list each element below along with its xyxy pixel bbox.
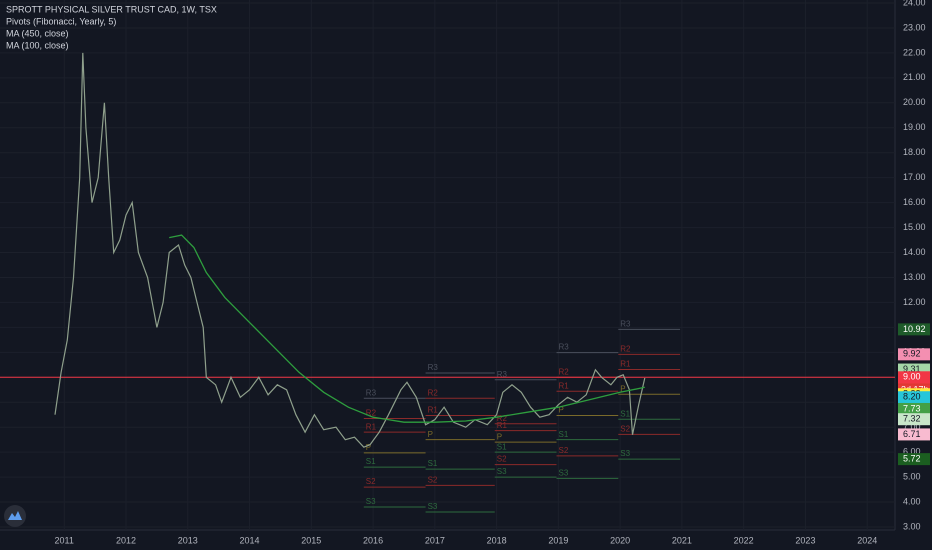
price-label: 8.20 [903,392,921,402]
y-tick-label: 19.00 [903,122,926,132]
pivot-label: S1 [559,430,569,439]
logo[interactable] [4,505,26,527]
indicator-label: MA (450, close) [6,28,69,38]
pivot-label: S1 [366,457,376,466]
chart-title: SPROTT PHYSICAL SILVER TRUST CAD, 1W, TS… [6,4,217,14]
x-tick-label: 2015 [301,535,321,545]
pivot-label: R1 [497,421,508,430]
y-tick-label: 4.00 [903,496,921,506]
y-tick-label: 21.00 [903,72,926,82]
pivot-label: S3 [366,497,376,506]
y-tick-label: 18.00 [903,147,926,157]
price-label: 7.73 [903,403,921,413]
price-label: 6.71 [903,429,921,439]
pivot-label: S2 [559,446,569,455]
price-label: 5.72 [903,454,921,464]
moving-average [169,234,645,423]
pivot-label: R2 [620,344,631,353]
pivot-label: S3 [497,467,507,476]
x-tick-label: 2012 [116,535,136,545]
pivot-label: R1 [620,360,631,369]
price-label-bg [898,371,930,384]
pivot-label: P [428,430,433,439]
indicator-label: Pivots (Fibonacci, Yearly, 5) [6,16,116,26]
x-tick-label: 2022 [734,535,754,545]
x-tick-label: 2020 [610,535,630,545]
price-label: 9.31 [903,364,921,374]
x-tick-label: 2016 [363,535,383,545]
pivot-label: S2 [497,455,507,464]
price-label-bg [898,402,930,415]
y-tick-label: 7.00 [903,422,921,432]
price-label-bg [898,323,930,336]
pivot-label: R3 [428,363,439,372]
price-label-bg [898,348,930,361]
y-tick-label: 20.00 [903,97,926,107]
pivot-label: R3 [559,343,570,352]
pivot-label: S2 [428,475,438,484]
indicator-label: MA (100, close) [6,40,69,50]
price-label-bg [898,453,930,466]
y-tick-label: 24.00 [903,0,926,7]
logo-circle[interactable] [4,505,26,527]
y-tick-label: 23.00 [903,22,926,32]
logo-shape[interactable] [8,511,22,520]
x-tick-label: 2013 [178,535,198,545]
y-tick-label: 16.00 [903,197,926,207]
x-tick-label: 2019 [548,535,568,545]
price-label: 7.32 [903,414,921,424]
pivot-label: R2 [559,367,570,376]
pivot-label: S1 [428,459,438,468]
y-tick-label: 5.00 [903,471,921,481]
x-tick-label: 2021 [672,535,692,545]
x-tick-label: 2011 [55,535,74,545]
price-label: 9.00 [903,372,921,382]
pivot-label: P [620,384,625,393]
price-line-series [54,52,646,448]
pivot-label: R3 [620,319,631,328]
x-tick-label: 2018 [487,535,507,545]
x-tick-label: 2017 [425,535,445,545]
price-label-bg [898,391,930,404]
price-label-bg [898,428,930,441]
pivot-label: P [559,406,564,415]
pivot-label: S3 [620,449,630,458]
pivot-label: R2 [428,388,439,397]
pivot-label: S1 [620,409,630,418]
pivot-label: R2 [366,409,377,418]
y-tick-label: 17.00 [903,172,926,182]
pivot-label: R1 [366,422,377,431]
pivot-label: S2 [366,477,376,486]
y-tick-label: 6.00 [903,447,921,457]
x-tick-label: 2024 [857,535,877,545]
y-tick-label: 22.00 [903,47,926,57]
y-tick-label: 12.00 [903,297,926,307]
y-tick-label: 3.00 [903,521,921,531]
pivot-label: S3 [428,502,438,511]
pivot-label: P [497,432,502,441]
y-tick-label: 13.00 [903,272,926,282]
pivot-label: P [366,443,371,452]
y-tick-label: 14.00 [903,247,926,257]
pivot-label: R1 [559,381,570,390]
pivot-label: S2 [620,425,630,434]
price-label: 10.92 [903,324,926,334]
pivot-label: R2 [497,414,508,423]
price-label-bg [898,413,930,426]
x-tick-label: 2014 [240,535,260,545]
x-tick-label: 2023 [795,535,815,545]
price-label: 9.92 [903,349,921,359]
pivot-label: R3 [497,370,508,379]
pivot-label: S3 [559,468,569,477]
pivot-label: R1 [428,406,439,415]
pivot-label: S1 [497,442,507,451]
y-tick-label: 15.00 [903,222,926,232]
pivot-label: R3 [366,388,377,397]
